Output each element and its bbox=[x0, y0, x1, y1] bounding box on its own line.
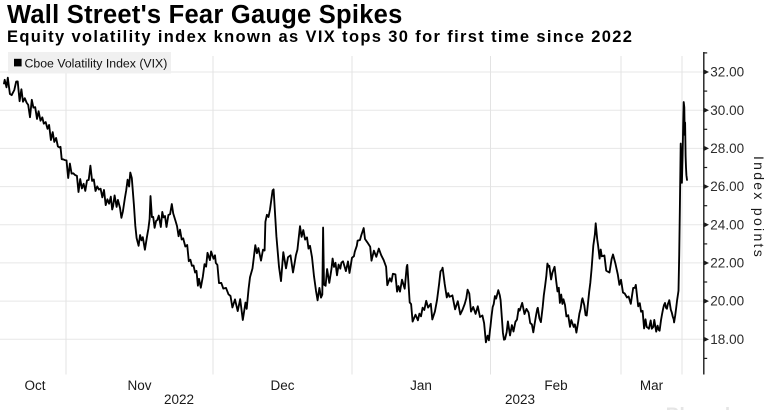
svg-text:Cboe Volatility Index (VIX): Cboe Volatility Index (VIX) bbox=[25, 57, 168, 71]
svg-text:30.00: 30.00 bbox=[710, 103, 744, 118]
svg-text:18.00: 18.00 bbox=[710, 332, 744, 347]
svg-text:20.00: 20.00 bbox=[710, 294, 744, 309]
svg-text:Dec: Dec bbox=[270, 378, 294, 393]
svg-text:2023: 2023 bbox=[505, 392, 535, 407]
svg-text:22.00: 22.00 bbox=[710, 256, 744, 271]
svg-text:32.00: 32.00 bbox=[710, 65, 744, 80]
svg-text:Feb: Feb bbox=[544, 378, 567, 393]
svg-text:2022: 2022 bbox=[164, 392, 194, 407]
svg-text:24.00: 24.00 bbox=[710, 217, 744, 232]
svg-text:Oct: Oct bbox=[24, 378, 45, 393]
svg-text:Nov: Nov bbox=[127, 378, 151, 393]
svg-text:Index points: Index points bbox=[751, 156, 767, 259]
svg-text:Mar: Mar bbox=[640, 378, 664, 393]
svg-text:28.00: 28.00 bbox=[710, 141, 744, 156]
svg-text:Bloomberg: Bloomberg bbox=[666, 405, 766, 410]
svg-text:Jan: Jan bbox=[410, 378, 432, 393]
svg-text:26.00: 26.00 bbox=[710, 179, 744, 194]
